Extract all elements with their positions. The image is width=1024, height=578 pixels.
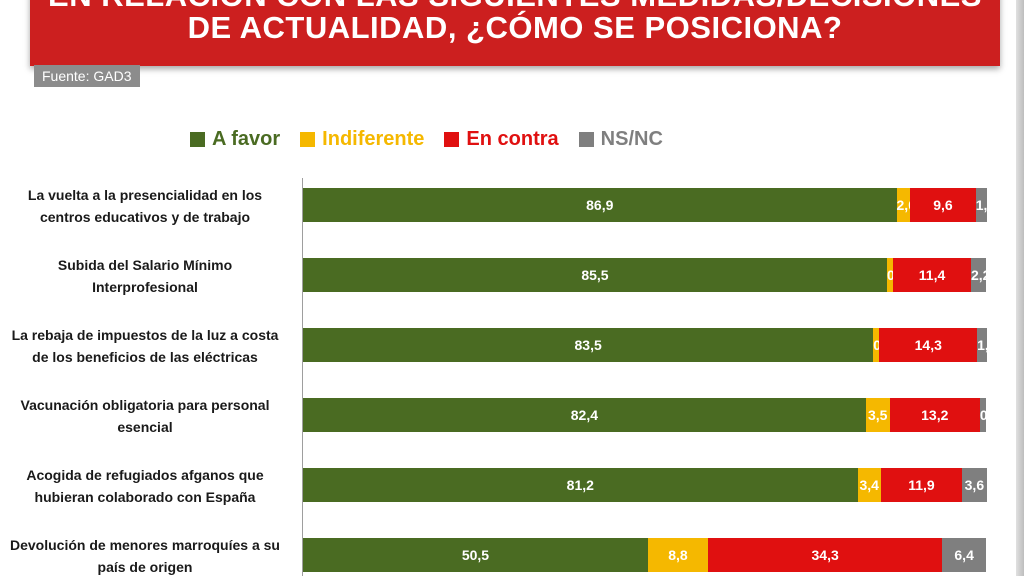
category-label-line: Interprofesional xyxy=(92,279,198,295)
legend-swatch-0 xyxy=(190,131,205,147)
category-label-line: de los beneficios de las eléctricas xyxy=(32,349,258,365)
data-label: 1,4 xyxy=(977,337,997,353)
category-label-4: Acogida de refugiados afganos que hubiera… xyxy=(0,464,290,508)
bar-segment: 81,2 xyxy=(303,468,858,502)
category-label-line: país de origen xyxy=(97,559,193,575)
category-label-line: centros educativos y de trabajo xyxy=(39,209,251,225)
bar-segment: 9,6 xyxy=(910,188,976,222)
data-label: 2,2 xyxy=(970,267,991,283)
bar-segment: 86,9 xyxy=(303,188,897,222)
data-label: 86,9 xyxy=(586,197,614,213)
bar-segment: 3,6 xyxy=(962,468,987,502)
category-label-2: La rebaja de impuestos de la luz a costa… xyxy=(0,324,290,368)
data-label: 81,2 xyxy=(566,477,594,493)
category-label-line: esencial xyxy=(117,419,173,435)
data-label: 1,6 xyxy=(975,197,996,213)
legend-label-0: A favor xyxy=(212,127,281,150)
category-label-0: La vuelta a la presencialidad en los cent… xyxy=(0,184,290,228)
data-label: 2,0 xyxy=(896,197,916,213)
data-label: 9,6 xyxy=(933,197,953,213)
category-label-line: hubieran colaborado con España xyxy=(34,489,256,505)
bar-segment: 50,5 xyxy=(303,538,648,572)
category-label-line: Acogida de refugiados afganos que xyxy=(26,467,264,483)
bar-segment: 11,4 xyxy=(893,258,971,292)
data-label: 3,4 xyxy=(859,477,879,493)
bar-segment: 82,4 xyxy=(303,398,866,432)
category-label-5: Devolución de menores marroquíes a su paí… xyxy=(0,534,290,578)
data-label: 11,4 xyxy=(918,267,946,283)
category-label-line: La vuelta a la presencialidad en los xyxy=(27,187,263,203)
data-label: 3,5 xyxy=(867,407,888,423)
bar-segment: 6,4 xyxy=(942,538,986,572)
bar-segment: 2,2 xyxy=(970,258,991,292)
bar-segment: 13,2 xyxy=(889,398,980,432)
data-label: 82,4 xyxy=(570,407,599,423)
legend-item-3: NS/NC xyxy=(578,127,663,151)
bar-segment: 1,6 xyxy=(975,188,996,222)
legend-label-1: Indiferente xyxy=(322,127,425,150)
category-label-line: Subida del Salario Mínimo xyxy=(57,257,233,273)
bar-segment: 34,3 xyxy=(708,538,943,572)
data-label: 85,5 xyxy=(581,267,609,283)
chart-title-line-1: EN RELACIÓN CON LAS SIGUIENTES MEDIDAS/D… xyxy=(30,0,1000,14)
data-label: 11,9 xyxy=(908,477,935,493)
category-axis-line xyxy=(302,178,303,576)
bar-segment: 2,0 xyxy=(896,188,916,222)
bar-segment: 1,4 xyxy=(977,328,997,362)
data-label: 34,3 xyxy=(811,547,839,563)
legend-swatch-1 xyxy=(300,131,316,147)
data-label: 50,5 xyxy=(461,547,490,563)
title-banner: EN RELACIÓN CON LAS SIGUIENTES MEDIDAS/D… xyxy=(30,0,1000,66)
bar-segment: 11,9 xyxy=(880,468,963,502)
data-label: 0,9 xyxy=(979,407,1000,423)
data-label: 83,5 xyxy=(574,337,602,353)
data-label: 6,4 xyxy=(954,547,974,563)
source-label: Fuente: GAD3 xyxy=(34,65,140,87)
bar-segment: 0,9 xyxy=(979,398,1000,432)
legend-swatch-3 xyxy=(578,131,594,147)
legend-item-0: A favor xyxy=(190,128,280,151)
data-label: 3,6 xyxy=(964,477,985,493)
page-edge-shadow xyxy=(1016,0,1024,576)
bar-segment: 3,5 xyxy=(865,398,890,432)
legend-label-2: En contra xyxy=(466,127,559,150)
category-label-line: Vacunación obligatoria para personal xyxy=(20,397,270,413)
category-label-line: Devolución de menores marroquíes a su xyxy=(10,537,280,553)
legend-swatch-2 xyxy=(444,131,460,147)
bar-segment: 85,5 xyxy=(303,258,887,292)
data-label: 14,3 xyxy=(914,337,942,353)
chart-legend: A favor Indiferente En contra NS/NC xyxy=(190,125,663,153)
chart-title-line-2: DE ACTUALIDAD, ¿CÓMO SE POSICIONA? xyxy=(187,10,843,45)
data-label: 8,8 xyxy=(668,547,688,563)
data-label: 13,2 xyxy=(921,407,949,423)
bar-segment: 83,5 xyxy=(303,328,874,362)
bar-segment: 14,3 xyxy=(879,328,978,362)
legend-item-1: Indiferente xyxy=(300,128,424,151)
category-label-line: La rebaja de impuestos de la luz a costa xyxy=(11,327,279,343)
category-label-3: Vacunación obligatoria para personal esen… xyxy=(0,394,290,438)
bar-segment: 8,8 xyxy=(647,538,708,572)
category-label-1: Subida del Salario Mínimo Interprofesiona… xyxy=(0,254,290,298)
bar-segment: 3,4 xyxy=(857,468,881,502)
legend-label-3: NS/NC xyxy=(600,127,663,150)
legend-item-2: En contra xyxy=(444,127,559,151)
